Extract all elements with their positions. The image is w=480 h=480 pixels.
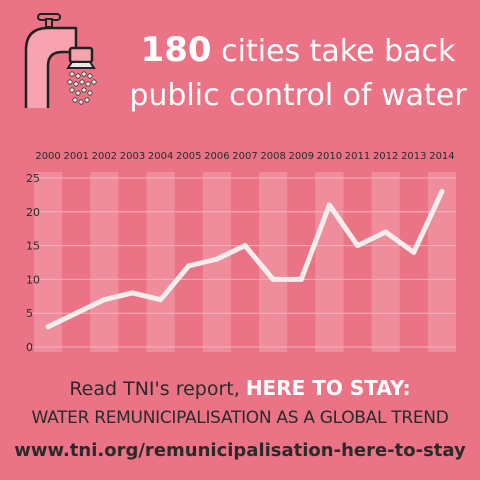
x-tick-label: 2005 <box>176 151 201 162</box>
data-point <box>411 249 417 255</box>
y-tick-label: 25 <box>26 172 40 185</box>
data-point <box>298 276 304 282</box>
headline-line1-text: cities take back <box>211 34 456 69</box>
x-tick-label: 2003 <box>120 151 145 162</box>
data-point <box>355 243 361 249</box>
y-tick-label: 20 <box>26 206 40 219</box>
column-band <box>90 172 119 352</box>
y-tick-label: 5 <box>26 307 33 320</box>
x-tick-label: 2002 <box>92 151 117 162</box>
y-tick-label: 10 <box>26 273 40 286</box>
y-tick-label: 15 <box>26 240 40 253</box>
report-url[interactable]: www.tni.org/remunicipalisation-here-to-s… <box>14 440 466 461</box>
report-callout: Read TNI's report, HERE TO STAY: <box>0 376 480 400</box>
x-tick-label: 2000 <box>35 151 60 162</box>
headline: 180 cities take back public control of w… <box>118 30 478 116</box>
data-point <box>186 263 192 269</box>
data-point <box>45 324 51 330</box>
x-tick-label: 2012 <box>373 151 398 162</box>
x-tick-label: 2006 <box>204 151 229 162</box>
data-point <box>270 276 276 282</box>
column-band <box>371 172 400 352</box>
read-prefix: Read TNI's report, <box>69 378 246 400</box>
data-point <box>129 290 135 296</box>
column-band <box>427 172 456 352</box>
data-point <box>73 310 79 316</box>
x-tick-label: 2014 <box>429 151 454 162</box>
report-subtitle: WATER REMUNICIPALISATION AS A GLOBAL TRE… <box>31 408 449 428</box>
data-point <box>214 256 220 262</box>
data-point <box>439 189 445 195</box>
data-point <box>383 229 389 235</box>
x-tick-label: 2001 <box>63 151 88 162</box>
column-band <box>146 172 175 352</box>
column-band <box>315 172 344 352</box>
x-tick-label: 2013 <box>401 151 426 162</box>
headline-line-2: public control of water <box>129 78 467 113</box>
data-point <box>326 202 332 208</box>
report-title: HERE TO STAY: <box>245 376 411 400</box>
data-point <box>158 297 164 303</box>
data-point <box>242 243 248 249</box>
headline-number: 180 <box>140 30 212 70</box>
column-band <box>259 172 288 352</box>
x-tick-label: 2009 <box>289 151 314 162</box>
x-tick-label: 2010 <box>317 151 342 162</box>
x-tick-label: 2008 <box>260 151 285 162</box>
headline-line-1: 180 cities take back <box>118 30 478 76</box>
y-tick-label: 0 <box>26 341 33 354</box>
data-point <box>101 297 107 303</box>
water-faucet-icon <box>24 13 97 108</box>
x-tick-label: 2011 <box>345 151 370 162</box>
x-tick-label: 2004 <box>148 151 173 162</box>
x-tick-label: 2007 <box>232 151 257 162</box>
